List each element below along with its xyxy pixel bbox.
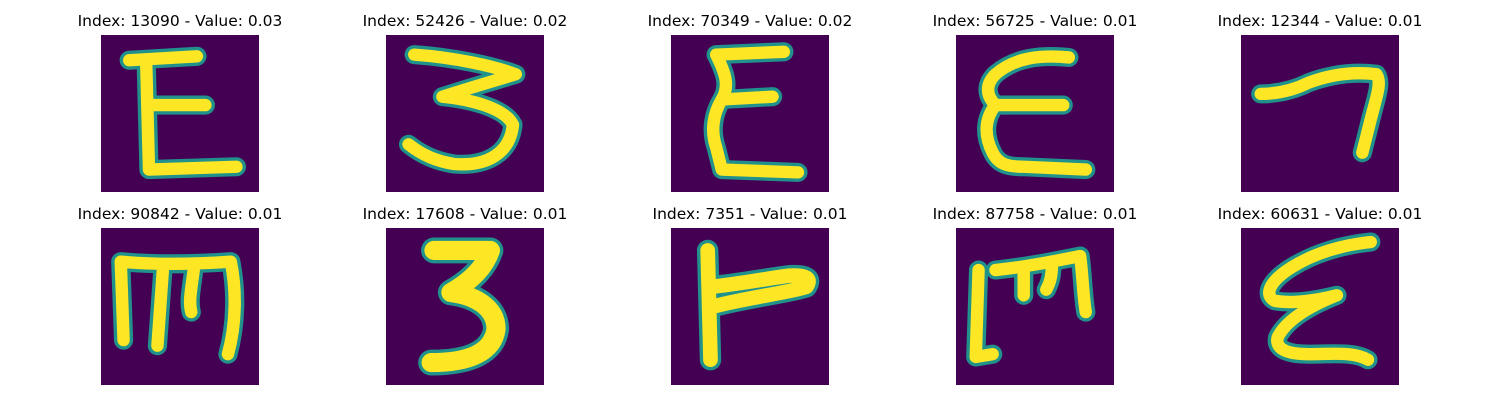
image-panel-6: Index: 90842 - Value: 0.01 (30, 205, 330, 395)
digit-image (671, 35, 829, 192)
panel-title: Index: 87758 - Value: 0.01 (932, 205, 1138, 223)
panel-title: Index: 13090 - Value: 0.03 (77, 12, 283, 30)
image-panel-2: Index: 52426 - Value: 0.02 (315, 12, 615, 202)
panel-title: Index: 7351 - Value: 0.01 (652, 205, 848, 223)
image-panel-1: Index: 13090 - Value: 0.03 (30, 12, 330, 202)
panel-title: Index: 70349 - Value: 0.02 (647, 12, 853, 30)
panel-title: Index: 60631 - Value: 0.01 (1217, 205, 1423, 223)
digit-image (956, 35, 1114, 192)
panel-title: Index: 52426 - Value: 0.02 (362, 12, 568, 30)
image-panel-5: Index: 12344 - Value: 0.01 (1170, 12, 1470, 202)
image-panel-7: Index: 17608 - Value: 0.01 (315, 205, 615, 395)
panel-title: Index: 12344 - Value: 0.01 (1217, 12, 1423, 30)
digit-image (1241, 228, 1399, 385)
digit-image (1241, 35, 1399, 192)
image-panel-4: Index: 56725 - Value: 0.01 (885, 12, 1185, 202)
digit-image (101, 35, 259, 192)
panel-title: Index: 56725 - Value: 0.01 (932, 12, 1138, 30)
image-panel-9: Index: 87758 - Value: 0.01 (885, 205, 1185, 395)
digit-image (956, 228, 1114, 385)
digit-image (671, 228, 829, 385)
image-panel-8: Index: 7351 - Value: 0.01 (600, 205, 900, 395)
panel-title: Index: 90842 - Value: 0.01 (77, 205, 283, 223)
panel-title: Index: 17608 - Value: 0.01 (362, 205, 568, 223)
image-panel-10: Index: 60631 - Value: 0.01 (1170, 205, 1470, 395)
digit-image (101, 228, 259, 385)
digit-image (386, 228, 544, 385)
digit-image (386, 35, 544, 192)
image-panel-3: Index: 70349 - Value: 0.02 (600, 12, 900, 202)
